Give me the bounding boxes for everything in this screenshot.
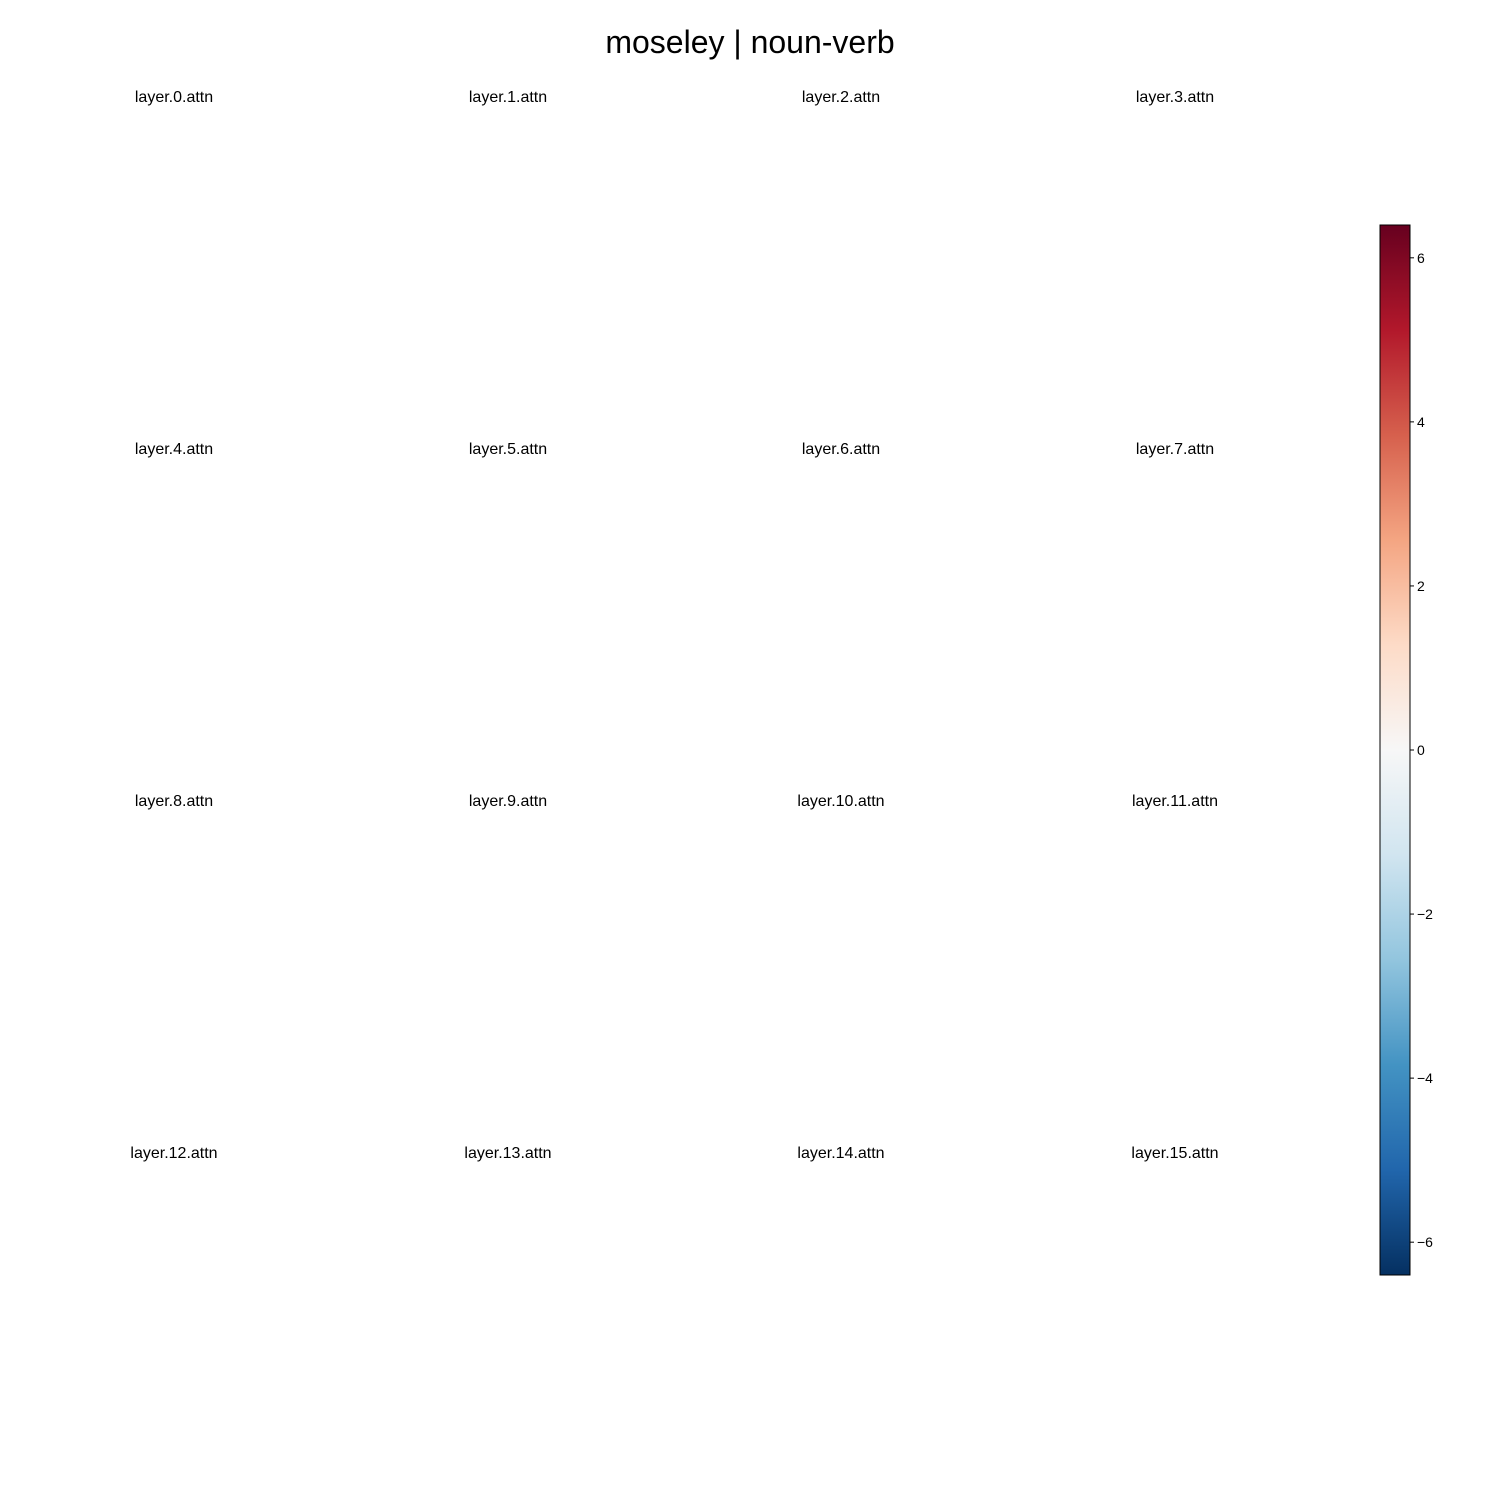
colorbar: 6 4 2 0 −2 −4 −6 xyxy=(1379,224,1433,1276)
colorbar-tick-label: 6 xyxy=(1417,250,1425,266)
subplot-title: layer.6.attn xyxy=(801,441,881,458)
colorbar-tick-label: −2 xyxy=(1417,906,1433,922)
figure-title: moseley | noun-verb xyxy=(605,24,895,60)
subplot-title: layer.5.attn xyxy=(468,441,548,458)
colorbar-gradient xyxy=(1379,224,1411,1276)
colorbar-tick-label: −4 xyxy=(1417,1070,1433,1086)
subplot-title: layer.9.attn xyxy=(468,793,548,810)
subplot-title: layer.14.attn xyxy=(797,1145,885,1162)
colorbar-tick-label: 0 xyxy=(1417,742,1425,758)
subplot-title: layer.12.attn xyxy=(130,1145,218,1162)
subplot-title: layer.8.attn xyxy=(134,793,214,810)
subplot-title: layer.1.attn xyxy=(468,89,548,106)
subplot-title: layer.13.attn xyxy=(464,1145,552,1162)
subplot-title: layer.4.attn xyxy=(134,441,214,458)
colorbar-tick-label: −6 xyxy=(1417,1234,1433,1250)
subplot-title: layer.11.attn xyxy=(1132,793,1218,810)
subplot-title: layer.10.attn xyxy=(797,793,885,810)
subplot-title: layer.0.attn xyxy=(134,89,214,106)
colorbar-tick-label: 2 xyxy=(1417,578,1425,594)
subplot-title: layer.15.attn xyxy=(1131,1145,1219,1162)
subplot-title: layer.3.attn xyxy=(1135,89,1215,106)
subplot-title: layer.2.attn xyxy=(801,89,881,106)
colorbar-tick-label: 4 xyxy=(1417,414,1425,430)
subplot-title: layer.7.attn xyxy=(1135,441,1215,458)
colorbar-ticks: 6 4 2 0 −2 −4 −6 xyxy=(1410,250,1433,1250)
